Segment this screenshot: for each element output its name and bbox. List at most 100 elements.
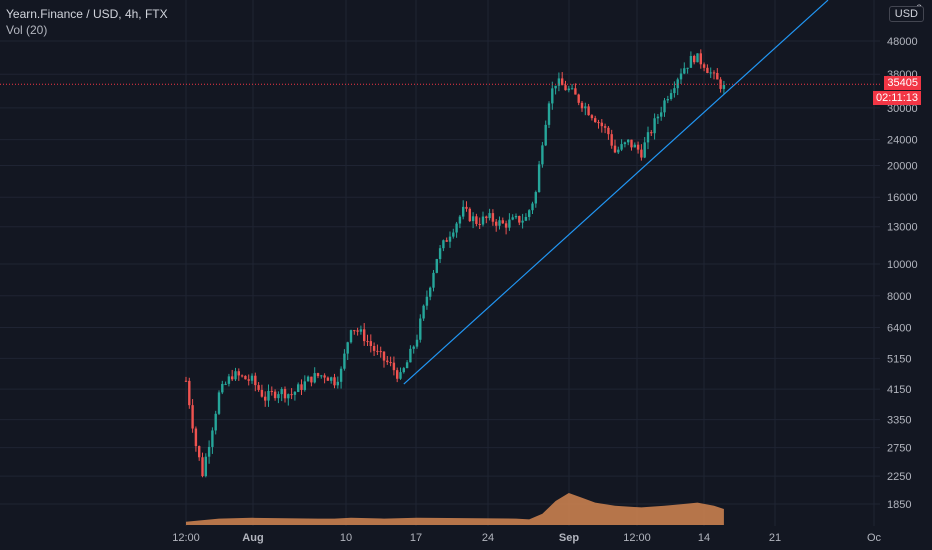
candle-body	[577, 94, 580, 103]
candle-body	[683, 68, 686, 74]
candle-body	[452, 232, 455, 237]
candle-body	[541, 145, 544, 165]
chart-legend: Yearn.Finance / USD, 4h, FTX Vol (20)	[6, 6, 168, 38]
candle-body	[217, 392, 221, 414]
candle-body	[547, 103, 551, 125]
candle-body	[495, 221, 498, 226]
candle-body	[518, 215, 521, 223]
x-tick-label: 14	[698, 532, 710, 544]
candle-body	[386, 360, 389, 363]
volume-indicator-label[interactable]: Vol (20)	[6, 23, 48, 37]
candle-body	[650, 132, 653, 134]
candle-body	[184, 380, 188, 382]
x-tick-label: 21	[769, 532, 781, 544]
candle-body	[293, 391, 297, 395]
candle-body	[419, 318, 422, 340]
candle-body	[214, 413, 217, 431]
candle-body	[706, 67, 709, 73]
candle-body	[534, 192, 537, 204]
candle-body	[359, 329, 363, 332]
candle-body	[369, 341, 372, 346]
candle-body	[607, 127, 610, 135]
bar-countdown-badge: 02:11:13	[872, 91, 921, 105]
candle-body	[204, 456, 207, 477]
candle-body	[425, 296, 429, 306]
candle-body	[277, 394, 280, 399]
candle-body	[693, 55, 696, 63]
candle-body	[435, 259, 438, 273]
candle-body	[514, 215, 518, 218]
x-tick-label: Oc	[867, 532, 882, 544]
candle-body	[498, 220, 501, 226]
candle-body	[508, 219, 511, 228]
candle-body	[488, 213, 491, 219]
candle-body	[287, 394, 290, 399]
y-tick-label: 2250	[887, 471, 911, 483]
candle-body	[442, 240, 445, 249]
currency-button[interactable]: USD	[888, 6, 924, 22]
candle-body	[610, 134, 613, 146]
candle-body	[471, 216, 475, 222]
candle-body	[633, 144, 636, 148]
candle-body	[574, 88, 577, 95]
candle-body	[445, 240, 448, 242]
candle-body	[468, 208, 471, 222]
candle-body	[290, 394, 293, 396]
y-tick-label: 30000	[887, 103, 918, 115]
candle-body	[557, 78, 561, 86]
candle-body	[250, 375, 254, 381]
candle-body	[702, 64, 706, 68]
candle-body	[244, 375, 247, 380]
candle-body	[537, 164, 541, 193]
candle-body	[617, 149, 620, 153]
x-tick-label: Aug	[242, 532, 263, 544]
candle-body	[584, 106, 587, 109]
candle-body	[594, 118, 597, 123]
candle-body	[679, 73, 683, 80]
candle-body	[491, 213, 495, 222]
candle-body	[372, 345, 376, 351]
y-tick-label: 4150	[887, 384, 911, 396]
candle-body	[554, 85, 557, 89]
candle-body	[653, 118, 656, 134]
candle-body	[478, 223, 481, 225]
candle-body	[323, 375, 326, 378]
candle-body	[564, 85, 567, 91]
candle-body	[303, 381, 306, 390]
candle-body	[597, 122, 600, 124]
candle-body	[382, 351, 386, 361]
candle-body	[379, 351, 382, 353]
candle-body	[201, 457, 204, 477]
candle-body	[297, 384, 300, 392]
candle-body	[511, 217, 514, 220]
candle-body	[415, 339, 419, 347]
candle-body	[686, 67, 689, 69]
x-tick-label: 12:00	[172, 532, 200, 544]
candle-body	[623, 142, 627, 145]
last-price-badge: 35405	[884, 76, 921, 90]
candle-body	[412, 346, 415, 349]
candle-body	[221, 383, 224, 393]
y-tick-label: 2750	[887, 443, 911, 455]
candle-body	[666, 99, 669, 101]
candle-body	[501, 220, 504, 224]
candle-body	[310, 376, 313, 383]
candle-body	[207, 446, 211, 457]
candle-body	[432, 272, 435, 288]
y-tick-label: 3350	[887, 415, 911, 427]
candle-body	[613, 145, 617, 153]
candle-body	[356, 330, 359, 332]
candle-body	[313, 373, 316, 383]
candle-body	[237, 371, 240, 376]
candle-body	[528, 210, 531, 217]
candle-body	[600, 122, 603, 127]
candle-body	[336, 381, 339, 386]
y-tick-label: 8000	[887, 291, 911, 303]
candle-body	[630, 139, 633, 148]
y-tick-label: 48000	[887, 36, 918, 48]
chart-title: Yearn.Finance / USD, 4h, FTX	[6, 7, 168, 21]
candle-body	[640, 149, 643, 158]
candle-body	[405, 362, 409, 369]
